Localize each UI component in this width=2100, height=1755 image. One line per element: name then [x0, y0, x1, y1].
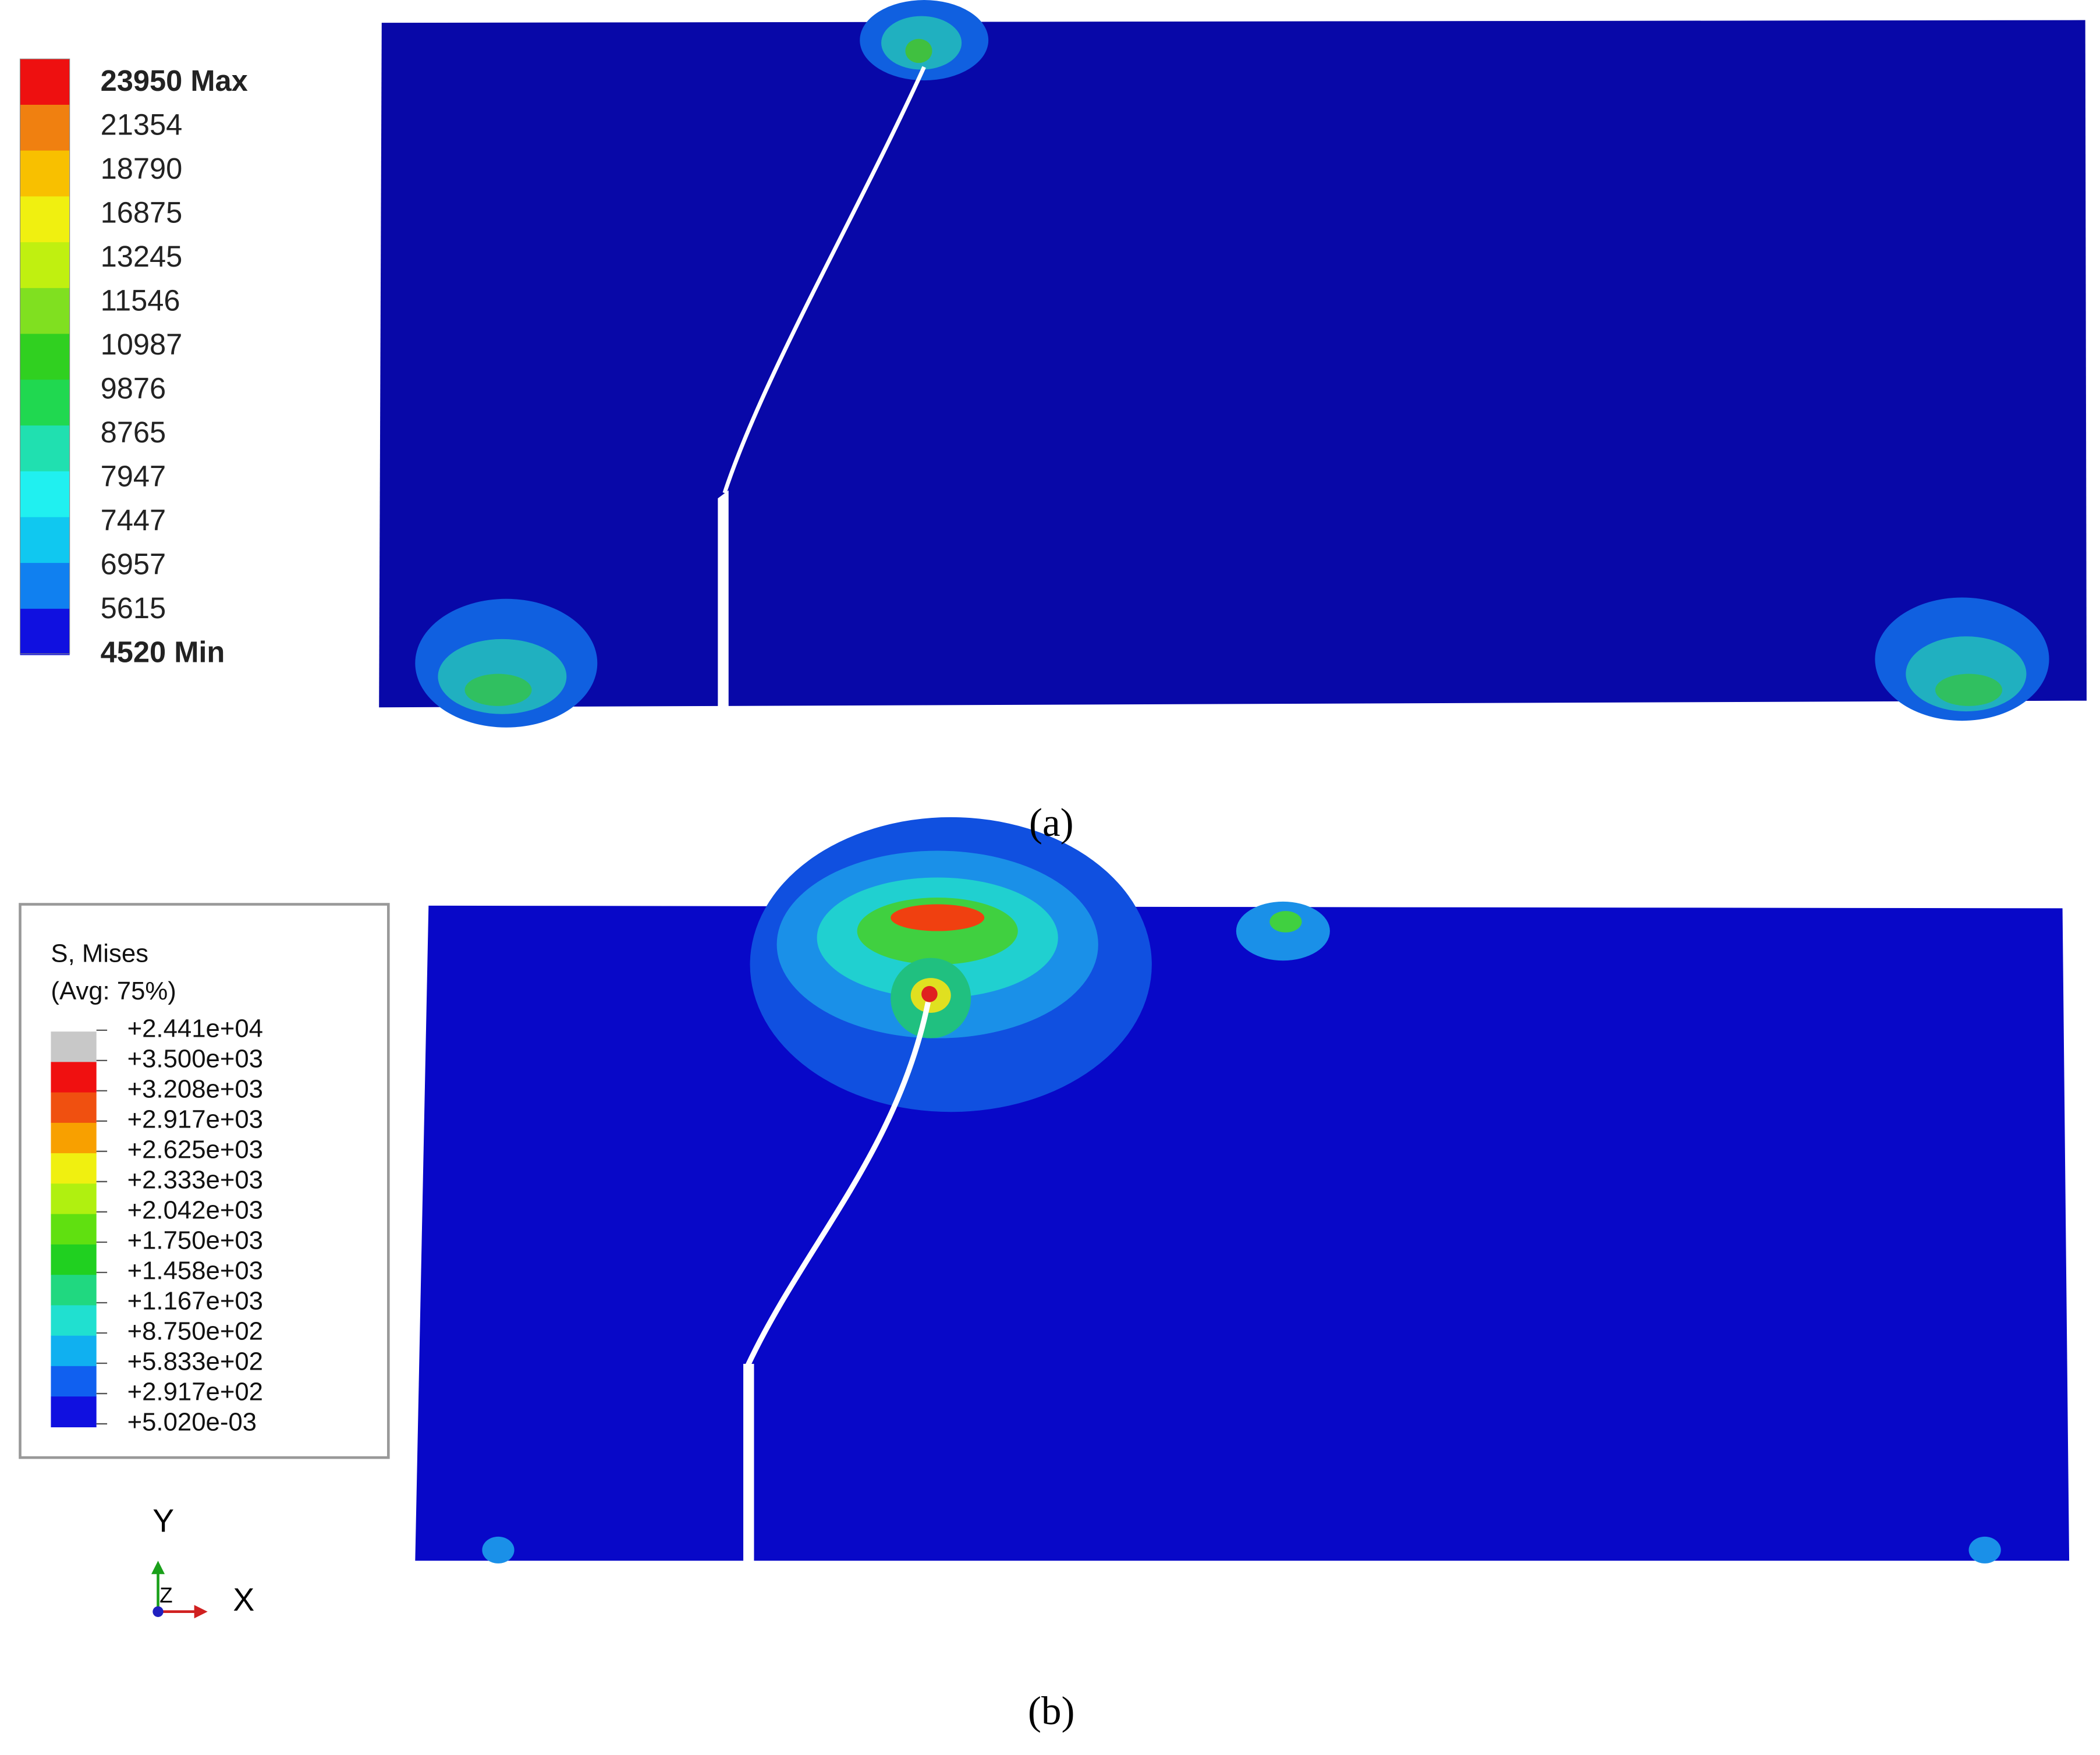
- legend-label: +2.625e+03: [127, 1135, 263, 1164]
- legend-label: 6957: [101, 547, 166, 580]
- legend-swatch: [20, 517, 70, 564]
- legend-b-colors: [51, 1029, 108, 1428]
- legend-swatch: [20, 196, 70, 243]
- caption-a: (a): [1029, 800, 1074, 845]
- legend-label: +1.167e+03: [127, 1287, 263, 1316]
- plate-b: [19, 817, 2070, 1570]
- legend-label: 21354: [101, 108, 183, 141]
- axis-z-label: Z: [159, 1583, 172, 1607]
- legend-frame: [19, 58, 70, 654]
- legend-swatch: [20, 104, 70, 151]
- legend-label: +2.917e+02: [127, 1378, 263, 1406]
- legend-label: +2.441e+04: [127, 1014, 263, 1043]
- legend-label: +2.042e+03: [127, 1196, 263, 1225]
- legend-swatch: [51, 1305, 97, 1336]
- legend-label: 7947: [101, 459, 166, 492]
- legend-swatch: [51, 1214, 97, 1245]
- legend-label: 16875: [101, 196, 183, 229]
- legend-swatch: [20, 334, 70, 381]
- legend-swatch: [20, 563, 70, 609]
- legend-label: +3.208e+03: [127, 1075, 263, 1103]
- legend-swatch: [20, 242, 70, 289]
- legend-swatch: [51, 1183, 97, 1215]
- legend-swatch: [20, 425, 70, 472]
- legend-label: +8.750e+02: [127, 1317, 263, 1346]
- legend-swatch: [20, 150, 70, 197]
- legend-swatch: [51, 1092, 97, 1123]
- legend-swatch: [51, 1122, 97, 1154]
- legend-label: 13245: [101, 240, 183, 273]
- legend-swatch: [51, 1366, 97, 1397]
- legend-label: 7447: [101, 504, 166, 537]
- legend-swatch: [51, 1153, 97, 1185]
- legend-label: 4520 Min: [101, 635, 225, 668]
- legend-label: 18790: [101, 152, 183, 185]
- legend-title: S, Mises: [51, 939, 148, 968]
- legend-label: +2.333e+03: [127, 1165, 263, 1194]
- legend-label: +2.917e+03: [127, 1105, 263, 1133]
- plate-a: [379, 0, 2087, 728]
- legend-subtitle: (Avg: 75%): [51, 977, 176, 1005]
- legend-label: +5.020e-03: [127, 1408, 257, 1437]
- legend-swatch: [51, 1031, 97, 1063]
- legend-swatch: [20, 608, 70, 655]
- legend-swatch: [51, 1335, 97, 1367]
- legend-label: 8765: [101, 416, 166, 449]
- axis-x-label: X: [233, 1582, 254, 1618]
- legend-label: +5.833e+02: [127, 1348, 263, 1376]
- legend-swatch: [20, 288, 70, 335]
- legend-label: 9876: [101, 371, 166, 405]
- legend-label: +1.458e+03: [127, 1257, 263, 1285]
- legend-swatch: [51, 1396, 97, 1428]
- legend-label: +1.750e+03: [127, 1226, 263, 1255]
- legend-swatch: [20, 471, 70, 518]
- legend-swatch: [20, 380, 70, 426]
- legend-label: 10987: [101, 328, 183, 361]
- legend-label: 5615: [101, 591, 166, 625]
- legend-swatch: [51, 1062, 97, 1093]
- axis-y-label: Y: [152, 1502, 174, 1538]
- legend-label: 11546: [101, 284, 180, 317]
- legend-a-colors: [19, 58, 70, 655]
- axis-triad: [151, 1561, 208, 1619]
- legend-swatch: [51, 1275, 97, 1306]
- caption-b: (b): [1028, 1688, 1074, 1733]
- legend-label: +3.500e+03: [127, 1044, 263, 1073]
- legend-label: 23950 Max: [101, 64, 248, 97]
- legend-swatch: [51, 1244, 97, 1275]
- legend-swatch: [20, 59, 70, 105]
